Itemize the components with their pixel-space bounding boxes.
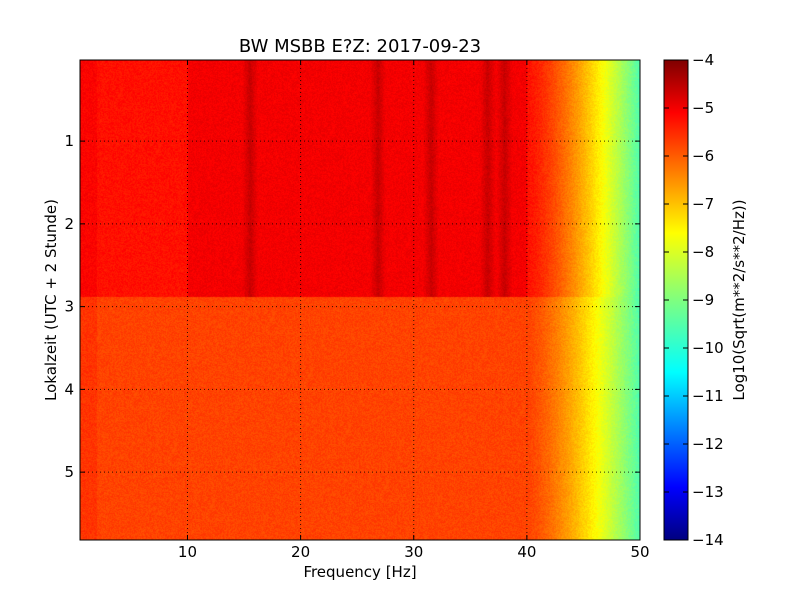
x-tick-label: 10 [178, 543, 197, 561]
x-axis-label: Frequency [Hz] [303, 563, 416, 581]
grid-lines [80, 60, 640, 540]
colorbar: −4 −5 −6 −7 −8 −9 −10 −11 −12 −13 −14 Log10(Sqrt(m… [663, 51, 748, 549]
colorbar-tick-label: −4 [692, 51, 714, 69]
colorbar-ticks: −4 −5 −6 −7 −8 −9 −10 −11 −12 −13 −14 [664, 51, 724, 549]
x-axis-ticks: 10 20 30 40 50 [178, 60, 650, 561]
chart-title: BW MSBB E?Z: 2017-09-23 [239, 36, 481, 57]
y-tick-label: 4 [64, 380, 74, 398]
colorbar-tick-label: −11 [692, 387, 724, 405]
colorbar-tick-label: −5 [692, 99, 714, 117]
y-axis-label: Lokalzeit (UTC + 2 Stunde) [42, 199, 60, 401]
y-tick-label: 1 [64, 132, 74, 150]
heatmap-area [80, 60, 640, 540]
x-tick-label: 50 [630, 543, 649, 561]
x-tick-label: 40 [517, 543, 536, 561]
colorbar-tick-label: −13 [692, 483, 724, 501]
heatmap-image [80, 60, 640, 540]
y-tick-label: 3 [64, 298, 74, 316]
colorbar-tick-label: −8 [692, 243, 714, 261]
plot-frame [79, 59, 641, 541]
x-tick-label: 20 [291, 543, 310, 561]
colorbar-tick-label: −7 [692, 195, 714, 213]
x-tick-label: 30 [404, 543, 423, 561]
y-axis-ticks: 1 2 3 4 5 [64, 132, 640, 481]
colorbar-tick-label: −9 [692, 291, 714, 309]
colorbar-tick-label: −12 [692, 435, 724, 453]
y-tick-label: 5 [64, 463, 74, 481]
y-tick-label: 2 [64, 215, 74, 233]
colorbar-tick-label: −10 [692, 339, 724, 357]
colorbar-tick-label: −14 [692, 531, 724, 549]
colorbar-label: Log10(Sqrt(m**2/s**2/Hz)) [730, 199, 748, 400]
colorbar-tick-label: −6 [692, 147, 714, 165]
